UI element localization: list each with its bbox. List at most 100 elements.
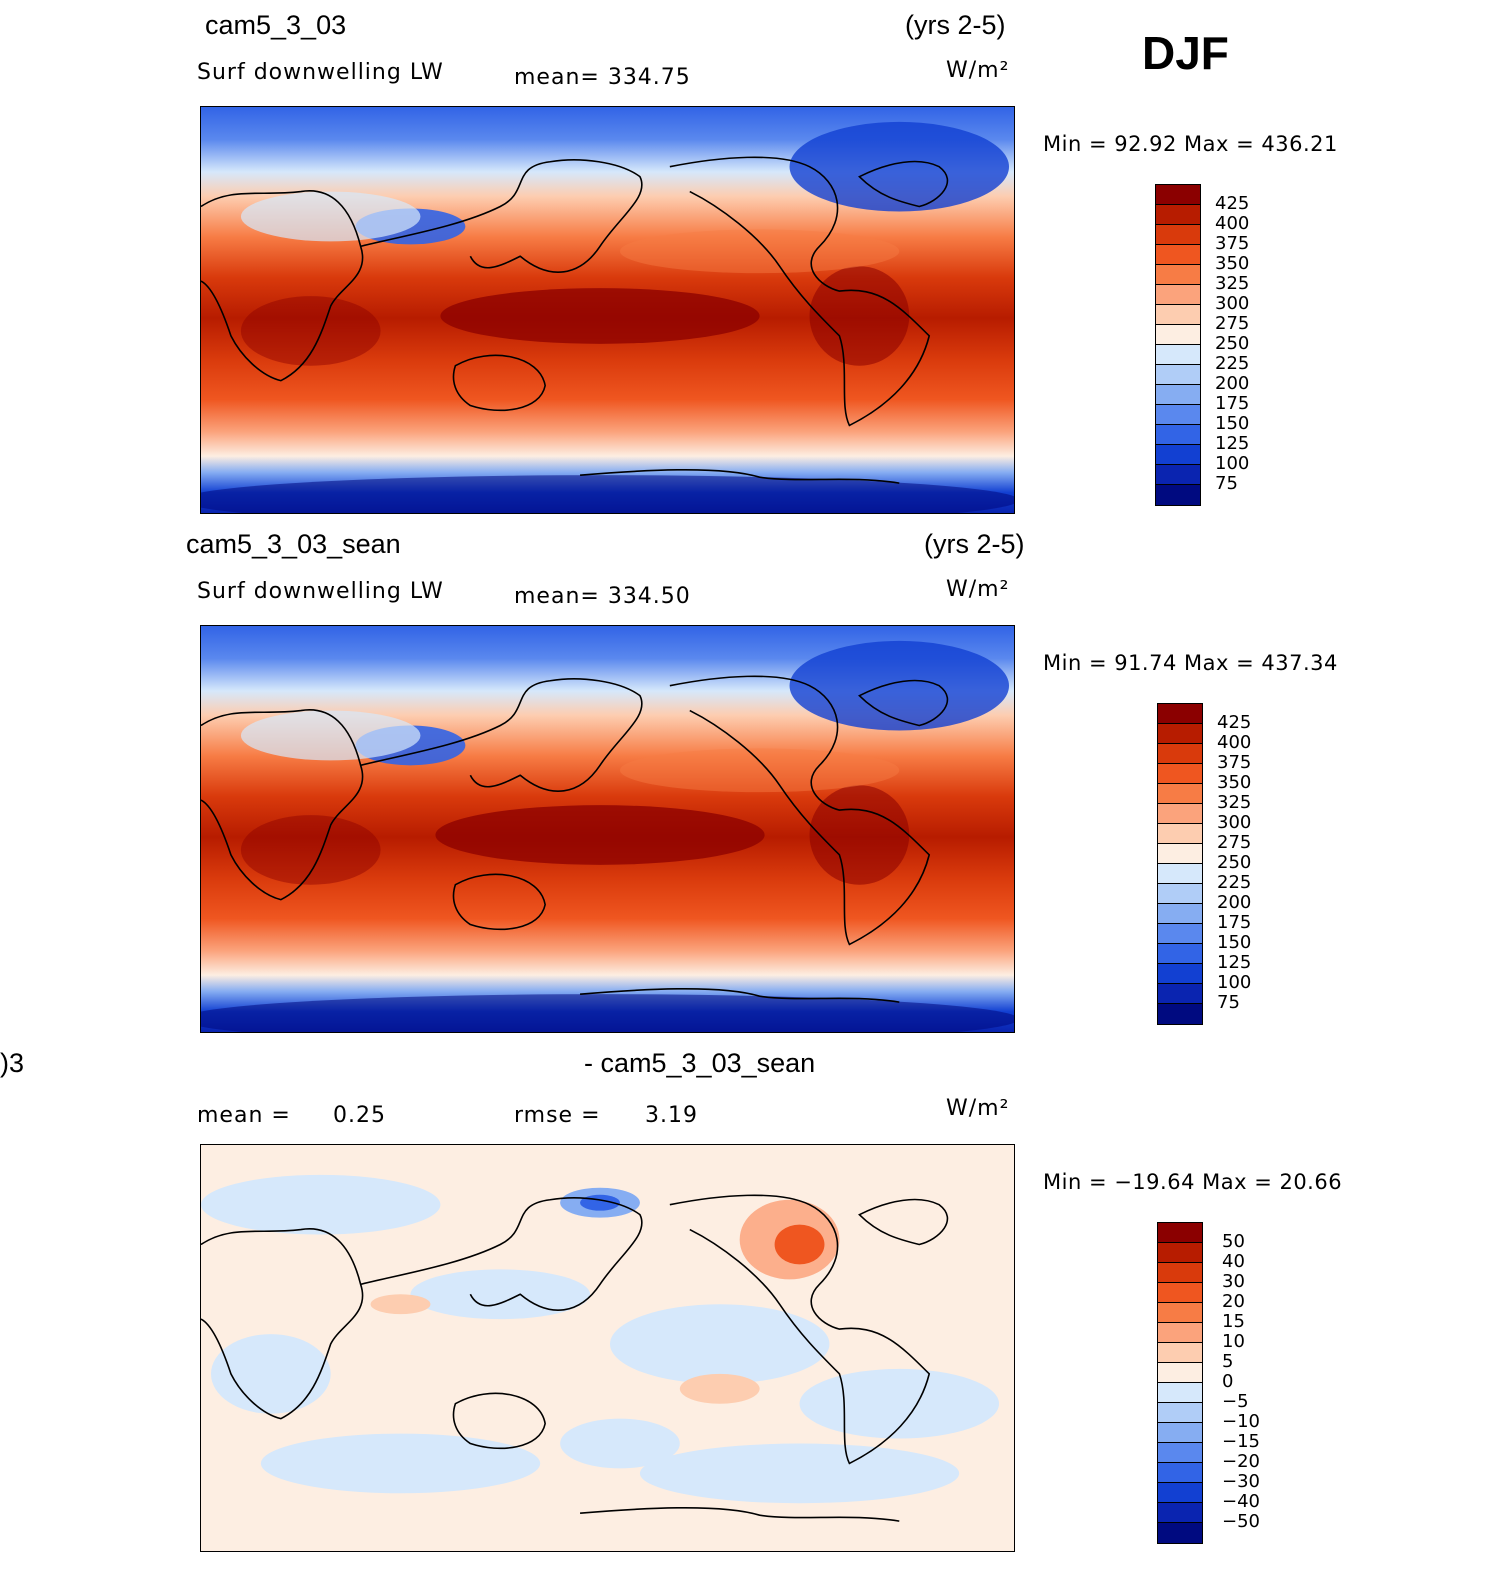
panel2-units: W/m² bbox=[946, 577, 1010, 602]
colorbar-swatch bbox=[1158, 1004, 1202, 1024]
colorbar-swatch bbox=[1158, 764, 1202, 784]
colorbar-tick-label: 200 bbox=[1217, 892, 1252, 913]
colorbar-swatch bbox=[1158, 1223, 1202, 1243]
colorbar-tick-label: −10 bbox=[1222, 1411, 1260, 1432]
colorbar-tick-label: 400 bbox=[1215, 213, 1250, 234]
colorbar-tick-label: 375 bbox=[1217, 752, 1252, 773]
colorbar-swatch bbox=[1158, 1523, 1202, 1543]
colorbar-tick-label: −40 bbox=[1222, 1491, 1260, 1512]
colorbar-tick-label: −5 bbox=[1222, 1391, 1249, 1412]
colorbar-swatch bbox=[1158, 884, 1202, 904]
colorbar-swatch bbox=[1158, 824, 1202, 844]
panel3-case-name: - cam5_3_03_sean bbox=[584, 1048, 816, 1078]
colorbar-tick-label: 225 bbox=[1217, 872, 1252, 893]
panel1-field-plot bbox=[201, 107, 1014, 513]
colorbar-tick-label: 15 bbox=[1222, 1311, 1245, 1332]
colorbar-swatch bbox=[1156, 185, 1200, 205]
panel2-map bbox=[200, 625, 1015, 1033]
colorbar-swatch bbox=[1156, 245, 1200, 265]
colorbar-tick-label: 20 bbox=[1222, 1291, 1245, 1312]
colorbar-swatch bbox=[1156, 365, 1200, 385]
panel1-years: (yrs 2-5) bbox=[905, 10, 1006, 40]
colorbar-swatch bbox=[1158, 1363, 1202, 1383]
colorbar-tick-label: 300 bbox=[1215, 293, 1250, 314]
colorbar-swatch bbox=[1158, 844, 1202, 864]
colorbar-tick-label: 30 bbox=[1222, 1271, 1245, 1292]
colorbar-swatch bbox=[1156, 445, 1200, 465]
panel2-years: (yrs 2-5) bbox=[924, 529, 1025, 559]
colorbar-swatch bbox=[1156, 345, 1200, 365]
colorbar-swatch bbox=[1158, 864, 1202, 884]
colorbar-tick-label: 350 bbox=[1217, 772, 1252, 793]
colorbar-tick-label: 325 bbox=[1217, 792, 1252, 813]
panel3-mean-value: 0.25 bbox=[333, 1103, 386, 1128]
colorbar-tick-label: 275 bbox=[1215, 313, 1250, 334]
colorbar-swatch bbox=[1156, 405, 1200, 425]
colorbar-swatch bbox=[1156, 285, 1200, 305]
panel3-case-left: )3 bbox=[0, 1048, 25, 1078]
colorbar-tick-label: 75 bbox=[1217, 992, 1240, 1013]
colorbar-tick-label: 40 bbox=[1222, 1251, 1245, 1272]
colorbar-swatch bbox=[1158, 724, 1202, 744]
panel1-case-name: cam5_3_03 bbox=[205, 10, 347, 40]
colorbar-tick-label: 200 bbox=[1215, 373, 1250, 394]
colorbar-swatch bbox=[1158, 1423, 1202, 1443]
colorbar-tick-label: 250 bbox=[1217, 852, 1252, 873]
panel2-case-name: cam5_3_03_sean bbox=[186, 529, 401, 559]
colorbar-tick-label: −30 bbox=[1222, 1471, 1260, 1492]
colorbar-swatch bbox=[1158, 924, 1202, 944]
colorbar-tick-label: 225 bbox=[1215, 353, 1250, 374]
colorbar-tick-label: 425 bbox=[1217, 712, 1252, 733]
colorbar-tick-label: 150 bbox=[1215, 413, 1250, 434]
colorbar-tick-label: 125 bbox=[1217, 952, 1252, 973]
colorbar-swatch bbox=[1156, 265, 1200, 285]
colorbar-tick-label: 425 bbox=[1215, 193, 1250, 214]
colorbar-tick-label: 375 bbox=[1215, 233, 1250, 254]
colorbar-tick-label: 0 bbox=[1222, 1371, 1234, 1392]
colorbar-swatch bbox=[1158, 704, 1202, 724]
colorbar-tick-label: 325 bbox=[1215, 273, 1250, 294]
colorbar-tick-label: 50 bbox=[1222, 1231, 1245, 1252]
colorbar-tick-label: 175 bbox=[1215, 393, 1250, 414]
colorbar-tick-label: −50 bbox=[1222, 1511, 1260, 1532]
colorbar-tick-label: 75 bbox=[1215, 473, 1238, 494]
colorbar-swatch bbox=[1158, 1343, 1202, 1363]
panel2-mean: mean= 334.50 bbox=[514, 584, 691, 609]
panel3-colorbar bbox=[1157, 1222, 1203, 1544]
colorbar-swatch bbox=[1158, 1443, 1202, 1463]
colorbar-swatch bbox=[1158, 904, 1202, 924]
panel3-map bbox=[200, 1144, 1015, 1552]
colorbar-tick-label: 10 bbox=[1222, 1331, 1245, 1352]
panel1-map bbox=[200, 106, 1015, 514]
colorbar-swatch bbox=[1158, 1283, 1202, 1303]
colorbar-swatch bbox=[1158, 1303, 1202, 1323]
colorbar-swatch bbox=[1158, 1403, 1202, 1423]
panel1-minmax: Min = 92.92 Max = 436.21 bbox=[1043, 132, 1338, 156]
colorbar-swatch bbox=[1158, 804, 1202, 824]
panel3-field-plot bbox=[201, 1145, 1014, 1551]
panel3-minmax: Min = −19.64 Max = 20.66 bbox=[1043, 1170, 1343, 1194]
colorbar-swatch bbox=[1158, 944, 1202, 964]
colorbar-swatch bbox=[1158, 1503, 1202, 1523]
colorbar-tick-label: 400 bbox=[1217, 732, 1252, 753]
panel1-units: W/m² bbox=[946, 58, 1010, 83]
colorbar-swatch bbox=[1156, 465, 1200, 485]
colorbar-tick-label: 5 bbox=[1222, 1351, 1234, 1372]
colorbar-swatch bbox=[1158, 984, 1202, 1004]
colorbar-tick-label: 100 bbox=[1215, 453, 1250, 474]
colorbar-swatch bbox=[1156, 425, 1200, 445]
colorbar-swatch bbox=[1158, 964, 1202, 984]
colorbar-swatch bbox=[1158, 1263, 1202, 1283]
colorbar-swatch bbox=[1158, 744, 1202, 764]
colorbar-tick-label: 350 bbox=[1215, 253, 1250, 274]
season-label: DJF bbox=[1142, 27, 1229, 79]
colorbar-tick-label: −20 bbox=[1222, 1451, 1260, 1472]
colorbar-swatch bbox=[1158, 1383, 1202, 1403]
colorbar-tick-label: 250 bbox=[1215, 333, 1250, 354]
colorbar-tick-label: 300 bbox=[1217, 812, 1252, 833]
panel2-colorbar bbox=[1157, 703, 1203, 1025]
panel3-units: W/m² bbox=[946, 1096, 1010, 1121]
panel3-rmse-value: 3.19 bbox=[645, 1103, 698, 1128]
panel2-field-plot bbox=[201, 626, 1014, 1032]
colorbar-swatch bbox=[1156, 205, 1200, 225]
